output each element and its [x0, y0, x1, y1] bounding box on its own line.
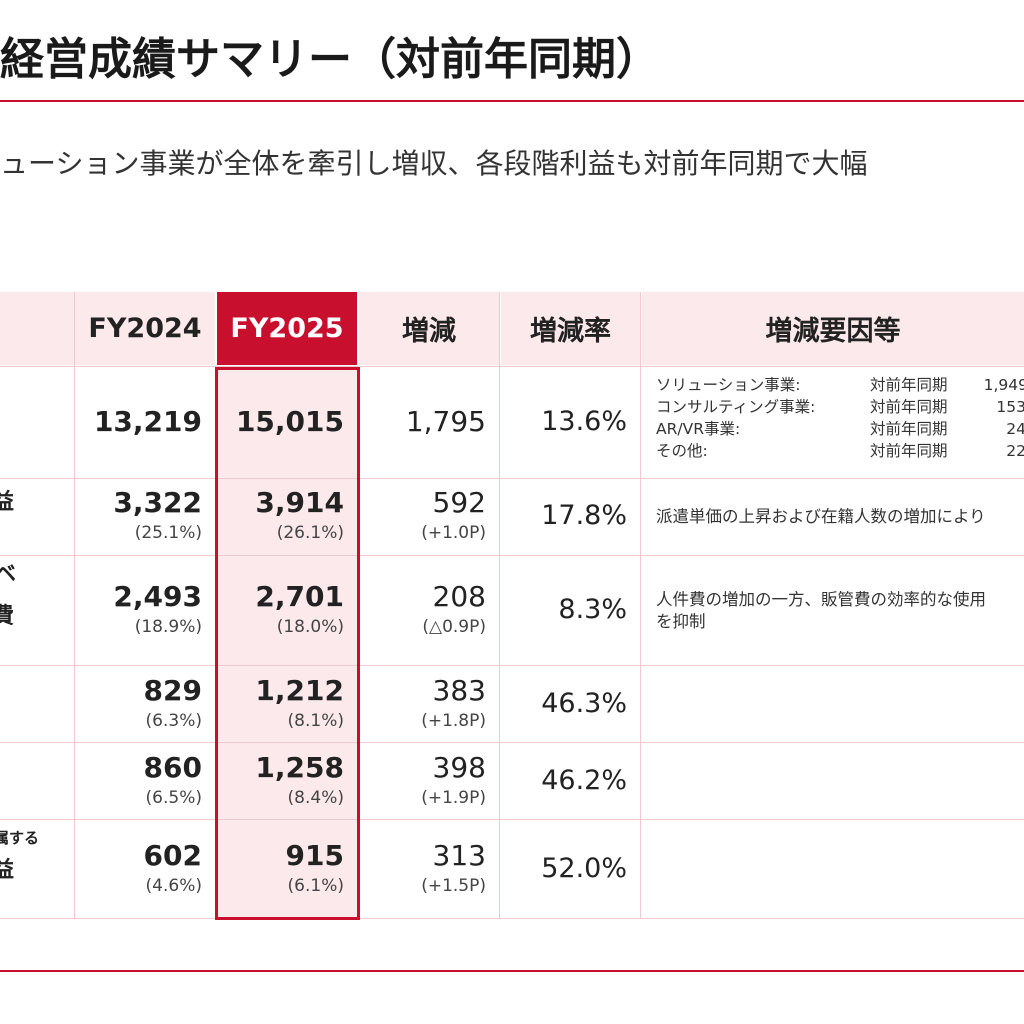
row3-fy2024: 2,493 [113, 580, 202, 613]
header-change-rate: 増減率 [501, 292, 640, 365]
row2-fy2025-ratio: (26.1%) [276, 523, 344, 543]
factor-seg-name: AR/VR事業: [656, 420, 741, 438]
factor-seg-tag: 対前年同期 [870, 420, 948, 438]
row4-fy2025: 1,212 [255, 674, 344, 707]
factor-seg-name: コンサルティング事業: [656, 398, 816, 416]
header-fy2024: FY2024 [75, 292, 215, 365]
factor-seg-name: その他: [656, 442, 708, 460]
row6-label-line1: 属する [0, 829, 40, 847]
row2-fy2025: 3,914 [255, 486, 344, 519]
factor-seg-value: 153 [996, 398, 1024, 416]
row6-change-pt: (+1.5P) [421, 876, 486, 896]
row6-change: 313 [432, 839, 486, 872]
row1-change: 1,795 [405, 405, 486, 438]
row6-fy2025-ratio: (6.1%) [287, 876, 344, 896]
bottom-divider [0, 970, 1024, 972]
factor-seg-value: 24 [1006, 420, 1024, 438]
row6-fy2025: 915 [285, 839, 344, 872]
factor-seg-name: ソリューション事業: [656, 376, 801, 394]
factor-seg-tag: 対前年同期 [870, 442, 948, 460]
header-fy2025: FY2025 [217, 292, 357, 365]
factor-seg-value: 22 [1006, 442, 1024, 460]
row6-fy2024-ratio: (4.6%) [145, 876, 202, 896]
row1-fy2024: 13,219 [93, 405, 202, 438]
header-label-cell [0, 292, 74, 365]
row5-fy2025-ratio: (8.4%) [287, 788, 344, 808]
row2-label: 益 [0, 490, 15, 515]
row5-fy2024-ratio: (6.5%) [145, 788, 202, 808]
row3-change: 208 [432, 580, 486, 613]
row5-change: 398 [432, 751, 486, 784]
row3-rate: 8.3% [558, 594, 627, 625]
row3-note-line2: を抑制 [656, 612, 706, 631]
row3-fy2025: 2,701 [255, 580, 344, 613]
row4-change: 383 [432, 674, 486, 707]
row3-change-pt: (△0.9P) [422, 617, 486, 637]
row4-fy2024-ratio: (6.3%) [145, 711, 202, 731]
row5-fy2025: 1,258 [255, 751, 344, 784]
header-factors: 増減要因等 [642, 292, 1024, 365]
row1-rate: 13.6% [541, 406, 627, 437]
row1-fy2025: 15,015 [235, 405, 344, 438]
row2-rate: 17.8% [541, 500, 627, 531]
row3-label-line1: ベ [0, 562, 17, 587]
row2-fy2024-ratio: (25.1%) [134, 523, 202, 543]
row5-rate: 46.2% [541, 765, 627, 796]
factor-seg-value: 1,949 [983, 376, 1024, 394]
page-title: 経営成績サマリー（対前年同期） [0, 34, 660, 85]
row4-fy2024: 829 [143, 674, 202, 707]
row2-change: 592 [432, 486, 486, 519]
page-subtitle: ューション事業が全体を牽引し増収、各段階利益も対前年同期で大幅 [0, 147, 868, 180]
fy2025-column-highlight [217, 368, 358, 918]
row4-change-pt: (+1.8P) [421, 711, 486, 731]
header-change: 増減 [359, 292, 499, 365]
row5-fy2024: 860 [143, 751, 202, 784]
factor-seg-tag: 対前年同期 [870, 376, 948, 394]
title-divider [0, 100, 1024, 102]
row3-fy2025-ratio: (18.0%) [276, 617, 344, 637]
row5-change-pt: (+1.9P) [421, 788, 486, 808]
row4-fy2025-ratio: (8.1%) [287, 711, 344, 731]
row6-rate: 52.0% [541, 853, 627, 884]
row2-change-pt: (+1.0P) [421, 523, 486, 543]
row6-label-line2: 益 [0, 858, 15, 883]
row4-rate: 46.3% [541, 688, 627, 719]
factor-seg-tag: 対前年同期 [870, 398, 948, 416]
row2-note: 派遣単価の上昇および在籍人数の増加により [656, 507, 986, 526]
row3-fy2024-ratio: (18.9%) [134, 617, 202, 637]
row2-fy2024: 3,322 [113, 486, 202, 519]
row3-note-line1: 人件費の増加の一方、販管費の効率的な使用 [656, 590, 986, 609]
row6-fy2024: 602 [143, 839, 202, 872]
row3-label-line2: 費 [0, 604, 15, 629]
